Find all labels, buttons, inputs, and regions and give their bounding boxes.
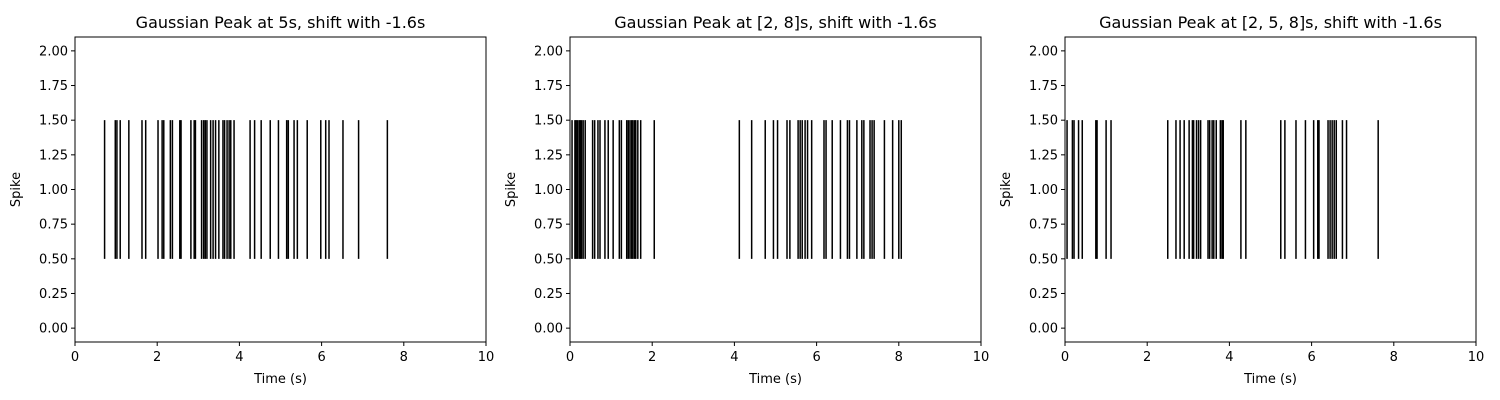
chart-title: Gaussian Peak at 5s, shift with -1.6s	[136, 13, 426, 32]
axes-frame	[74, 36, 487, 343]
y-tick-label: 2.00	[1029, 44, 1058, 59]
x-axis-label: Time (s)	[748, 372, 802, 387]
x-tick-label: 2	[1143, 350, 1151, 365]
chart-title: Gaussian Peak at [2, 5, 8]s, shift with …	[1099, 13, 1442, 32]
x-tick-label: 0	[1061, 350, 1069, 365]
y-tick-label: 0.00	[1029, 322, 1058, 337]
y-tick-label: 1.75	[39, 79, 68, 94]
y-axis-label: Spike	[9, 172, 24, 207]
y-tick-label: 0.25	[534, 287, 563, 302]
x-tick-label: 6	[812, 350, 820, 365]
x-tick-label: 8	[1390, 350, 1398, 365]
x-tick-label: 2	[153, 350, 161, 365]
y-tick-label: 0.75	[534, 218, 563, 233]
y-tick-label: 1.50	[1029, 114, 1058, 129]
y-tick-label: 0.75	[1029, 218, 1058, 233]
y-tick-label: 2.00	[39, 44, 68, 59]
y-tick-label: 2.00	[534, 44, 563, 59]
y-tick-label: 0.75	[39, 218, 68, 233]
x-tick-label: 10	[973, 350, 990, 365]
x-axis-label: Time (s)	[253, 372, 307, 387]
x-tick-label: 10	[478, 350, 495, 365]
x-tick-label: 6	[1307, 350, 1315, 365]
y-tick-label: 0.00	[39, 322, 68, 337]
x-tick-label: 2	[648, 350, 656, 365]
y-tick-label: 0.25	[1029, 287, 1058, 302]
y-tick-label: 0.25	[39, 287, 68, 302]
x-tick-label: 0	[71, 350, 79, 365]
y-tick-label: 1.50	[534, 114, 563, 129]
subplot-1: 0 2 4 6 8 10 0.00 0.25 0.50 0.75 1.00 1.25 1.50 1.75 2…	[9, 13, 494, 387]
y-tick-label: 1.25	[39, 148, 68, 163]
x-tick-label: 8	[400, 350, 408, 365]
y-tick-label: 1.50	[39, 114, 68, 129]
y-tick-label: 0.00	[534, 322, 563, 337]
y-tick-label: 0.50	[39, 252, 68, 267]
y-tick-label: 1.25	[534, 148, 563, 163]
axes-frame	[1064, 36, 1477, 343]
x-tick-label: 6	[317, 350, 325, 365]
y-tick-label: 1.75	[534, 79, 563, 94]
y-tick-label: 1.25	[1029, 148, 1058, 163]
subplot-2: 0 2 4 6 8 10 0.00 0.25 0.50 0.75 1.00 1.25 1.50 1.75 2…	[504, 13, 989, 387]
y-tick-label: 0.50	[1029, 252, 1058, 267]
subplot-3: 0 2 4 6 8 10 0.00 0.25 0.50 0.75 1.00 1.25 1.50 1.75 2…	[999, 13, 1484, 387]
chart-title: Gaussian Peak at [2, 8]s, shift with -1.…	[614, 13, 936, 32]
x-tick-label: 0	[566, 350, 574, 365]
x-tick-label: 4	[1225, 350, 1233, 365]
y-tick-label: 1.00	[39, 183, 68, 198]
x-tick-label: 4	[235, 350, 243, 365]
x-axis-label: Time (s)	[1243, 372, 1297, 387]
x-tick-label: 8	[895, 350, 903, 365]
x-tick-label: 10	[1468, 350, 1485, 365]
y-axis-label: Spike	[999, 172, 1014, 207]
y-axis-label: Spike	[504, 172, 519, 207]
y-tick-label: 1.00	[1029, 183, 1058, 198]
y-tick-label: 1.75	[1029, 79, 1058, 94]
y-tick-label: 1.00	[534, 183, 563, 198]
y-tick-label: 0.50	[534, 252, 563, 267]
x-tick-label: 4	[730, 350, 738, 365]
